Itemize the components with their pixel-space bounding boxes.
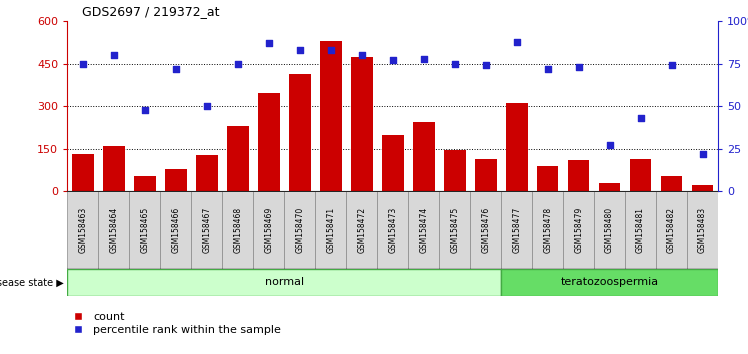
Point	[511, 39, 523, 45]
FancyBboxPatch shape	[315, 191, 346, 269]
Legend: count, percentile rank within the sample: count, percentile rank within the sample	[73, 312, 280, 335]
Text: disease state ▶: disease state ▶	[0, 277, 64, 287]
FancyBboxPatch shape	[191, 191, 222, 269]
FancyBboxPatch shape	[98, 191, 129, 269]
FancyBboxPatch shape	[439, 191, 470, 269]
Text: GSM158470: GSM158470	[295, 207, 304, 253]
Point	[356, 52, 368, 58]
Bar	[103, 146, 125, 191]
FancyBboxPatch shape	[67, 269, 501, 296]
Bar	[537, 166, 559, 191]
Point	[417, 56, 429, 62]
Text: GSM158480: GSM158480	[605, 207, 614, 253]
Point	[696, 151, 708, 156]
Bar	[258, 93, 280, 191]
FancyBboxPatch shape	[687, 191, 718, 269]
Point	[573, 64, 585, 70]
FancyBboxPatch shape	[377, 191, 408, 269]
Point	[263, 40, 275, 46]
FancyBboxPatch shape	[625, 191, 656, 269]
Text: GSM158465: GSM158465	[141, 207, 150, 253]
FancyBboxPatch shape	[254, 191, 284, 269]
FancyBboxPatch shape	[284, 191, 315, 269]
Text: GSM158476: GSM158476	[481, 207, 490, 253]
Bar	[568, 160, 589, 191]
Bar	[413, 122, 435, 191]
Point	[387, 57, 399, 63]
Point	[108, 52, 120, 58]
Bar	[165, 169, 186, 191]
Text: teratozoospermia: teratozoospermia	[560, 277, 659, 287]
FancyBboxPatch shape	[656, 191, 687, 269]
Text: GSM158473: GSM158473	[388, 207, 397, 253]
Bar	[506, 103, 527, 191]
FancyBboxPatch shape	[129, 191, 160, 269]
Bar	[351, 57, 373, 191]
Point	[294, 47, 306, 53]
Text: GSM158477: GSM158477	[512, 207, 521, 253]
Point	[449, 61, 461, 67]
Point	[232, 61, 244, 67]
FancyBboxPatch shape	[408, 191, 439, 269]
Bar	[660, 176, 682, 191]
Bar	[320, 41, 342, 191]
FancyBboxPatch shape	[470, 191, 501, 269]
FancyBboxPatch shape	[222, 191, 254, 269]
Text: normal: normal	[265, 277, 304, 287]
Text: GSM158472: GSM158472	[358, 207, 367, 253]
FancyBboxPatch shape	[160, 191, 191, 269]
Text: GSM158482: GSM158482	[667, 207, 676, 253]
Bar	[72, 154, 94, 191]
Point	[666, 63, 678, 68]
Text: GSM158467: GSM158467	[202, 207, 211, 253]
Bar	[475, 159, 497, 191]
Bar	[630, 159, 652, 191]
FancyBboxPatch shape	[67, 191, 98, 269]
Text: GSM158468: GSM158468	[233, 207, 242, 253]
Text: GSM158466: GSM158466	[171, 207, 180, 253]
Bar	[692, 185, 714, 191]
FancyBboxPatch shape	[563, 191, 594, 269]
Bar	[289, 74, 310, 191]
Text: GSM158478: GSM158478	[543, 207, 552, 253]
FancyBboxPatch shape	[346, 191, 377, 269]
FancyBboxPatch shape	[594, 191, 625, 269]
Point	[170, 66, 182, 72]
Point	[325, 47, 337, 53]
Bar	[134, 176, 156, 191]
Text: GSM158471: GSM158471	[326, 207, 335, 253]
Text: GSM158481: GSM158481	[636, 207, 645, 253]
Point	[200, 103, 212, 109]
Point	[634, 115, 646, 121]
Text: GSM158463: GSM158463	[79, 207, 88, 253]
FancyBboxPatch shape	[501, 191, 532, 269]
Text: GSM158483: GSM158483	[698, 207, 707, 253]
Text: GSM158475: GSM158475	[450, 207, 459, 253]
Text: GSM158464: GSM158464	[109, 207, 118, 253]
Text: GSM158474: GSM158474	[419, 207, 428, 253]
Point	[604, 142, 616, 148]
Point	[77, 61, 89, 67]
Point	[542, 66, 554, 72]
Bar	[598, 183, 620, 191]
Text: GDS2697 / 219372_at: GDS2697 / 219372_at	[82, 5, 220, 18]
Text: GSM158469: GSM158469	[264, 207, 273, 253]
Bar	[381, 135, 403, 191]
Bar	[444, 150, 465, 191]
Text: GSM158479: GSM158479	[574, 207, 583, 253]
Bar	[227, 126, 248, 191]
Bar	[196, 155, 218, 191]
Point	[479, 63, 491, 68]
Point	[139, 107, 151, 113]
FancyBboxPatch shape	[532, 191, 563, 269]
FancyBboxPatch shape	[501, 269, 718, 296]
